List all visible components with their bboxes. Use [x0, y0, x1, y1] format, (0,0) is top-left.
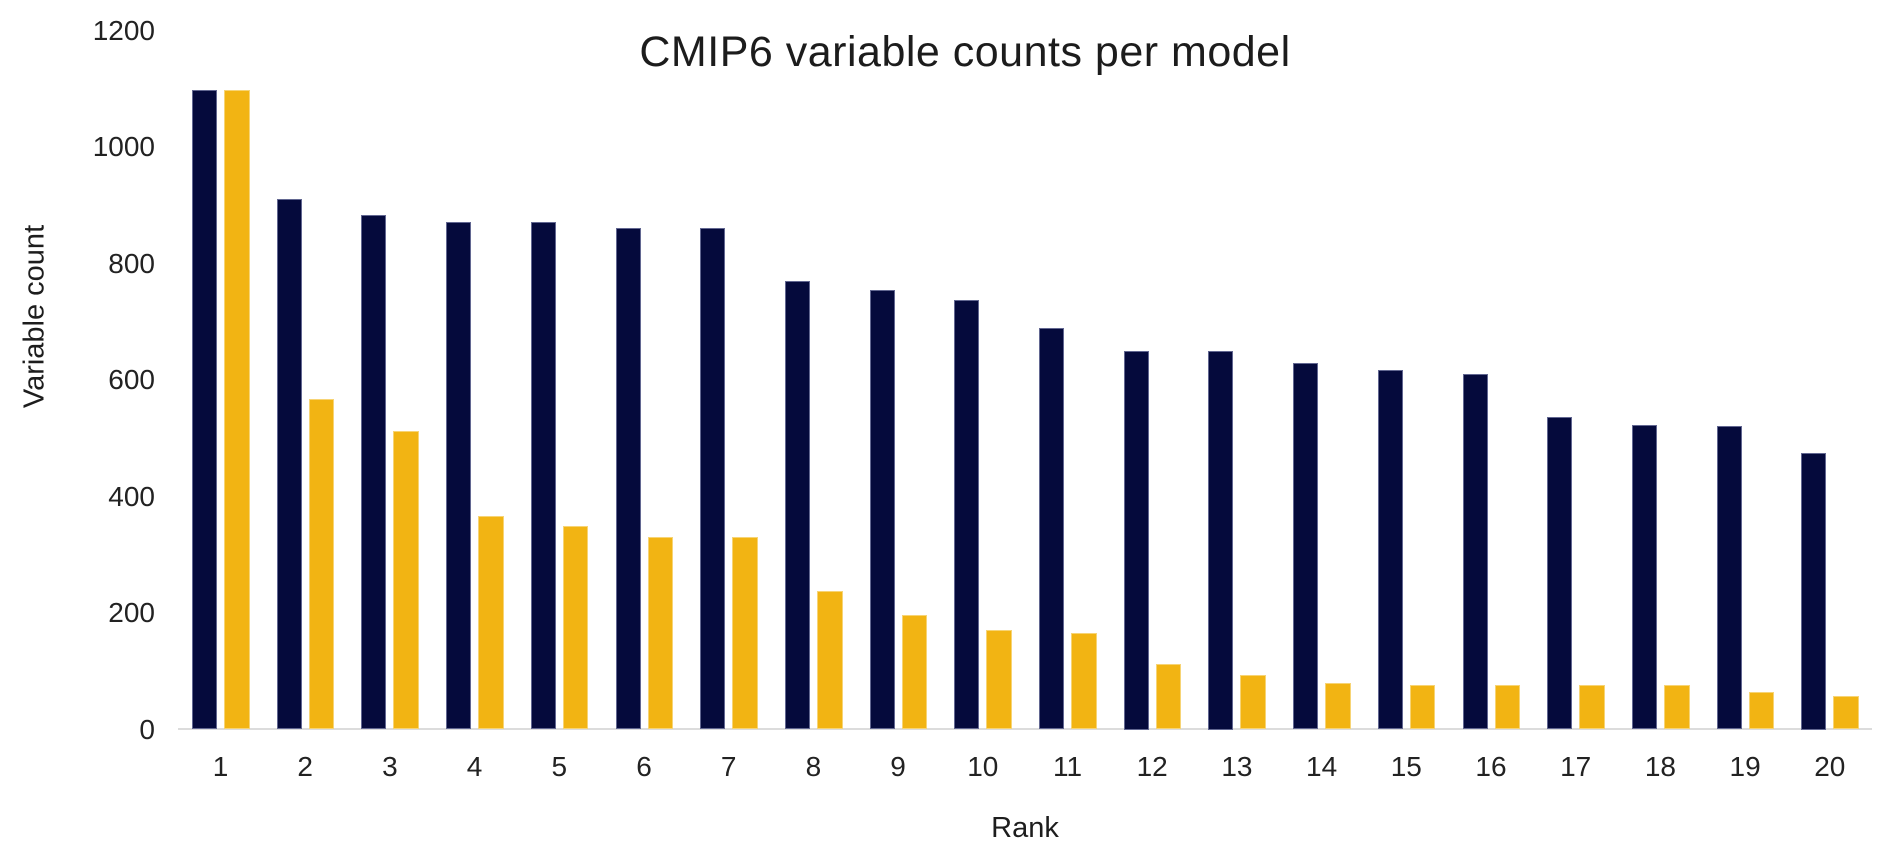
bar-gold-rank-1	[224, 89, 250, 730]
y-tick-label-800: 800	[108, 247, 155, 279]
bar-navy-rank-6	[615, 227, 641, 730]
bar-gold-rank-5	[562, 526, 589, 730]
bar-gold-rank-3	[393, 431, 420, 730]
bar-gold-rank-10	[986, 629, 1012, 730]
y-tick-label-200: 200	[108, 597, 155, 628]
bar-gold-rank-17	[1579, 685, 1605, 730]
bar-gold-rank-15	[1409, 684, 1436, 730]
x-tick-label-18: 18	[1644, 751, 1676, 782]
x-tick-label-10: 10	[967, 751, 999, 782]
x-tick-label-6: 6	[636, 751, 652, 782]
x-axis-line	[178, 728, 1872, 730]
bar-navy-rank-14	[1293, 363, 1319, 730]
bar-navy-rank-13	[1208, 350, 1234, 730]
bar-navy-rank-8	[784, 280, 810, 730]
chart-title: CMIP6 variable counts per model	[639, 28, 1291, 76]
bar-navy-rank-16	[1462, 373, 1488, 730]
bar-navy-rank-17	[1547, 417, 1573, 730]
bar-navy-rank-3	[361, 214, 387, 730]
x-tick-label-19: 19	[1729, 751, 1761, 782]
bar-gold-rank-2	[308, 399, 335, 730]
bar-gold-rank-6	[647, 536, 674, 730]
x-tick-label-12: 12	[1136, 751, 1168, 782]
x-tick-label-4: 4	[466, 751, 483, 782]
bar-navy-rank-20	[1801, 452, 1827, 730]
bar-gold-rank-13	[1240, 675, 1267, 730]
x-tick-label-5: 5	[551, 751, 568, 782]
bar-gold-rank-9	[901, 615, 928, 730]
bar-gold-rank-7	[732, 536, 758, 730]
bar-navy-rank-4	[446, 222, 472, 730]
x-tick-label-3: 3	[382, 751, 398, 782]
bar-gold-rank-18	[1663, 685, 1690, 730]
x-tick-label-16: 16	[1475, 751, 1507, 782]
x-tick-label-2: 2	[297, 751, 313, 782]
y-tick-label-0: 0	[139, 713, 155, 745]
x-tick-label-15: 15	[1390, 751, 1422, 782]
bar-gold-rank-16	[1494, 684, 1521, 730]
bar-navy-rank-19	[1716, 426, 1742, 730]
bar-navy-rank-15	[1377, 370, 1403, 730]
y-tick-label-600: 600	[108, 364, 155, 395]
bar-navy-rank-2	[276, 199, 302, 730]
bar-gold-rank-19	[1748, 692, 1775, 730]
x-tick-label-7: 7	[720, 751, 737, 782]
bar-gold-rank-4	[478, 516, 504, 730]
bar-navy-rank-10	[954, 300, 980, 730]
bar-navy-rank-11	[1039, 327, 1064, 730]
bar-navy-rank-9	[869, 290, 895, 730]
bar-gold-rank-8	[816, 591, 843, 730]
x-tick-label-13: 13	[1221, 751, 1253, 782]
x-tick-label-1: 1	[212, 751, 229, 782]
bar-navy-rank-7	[700, 227, 726, 730]
x-tick-label-11: 11	[1052, 751, 1083, 782]
x-tick-label-20: 20	[1814, 751, 1846, 782]
bar-gold-rank-11	[1071, 633, 1097, 730]
x-tick-label-14: 14	[1306, 751, 1338, 782]
bar-gold-rank-14	[1325, 682, 1351, 730]
y-tick-label-1000: 1000	[92, 131, 155, 162]
y-axis-title: Variable count	[18, 224, 51, 409]
y-tick-label-400: 400	[108, 480, 155, 512]
x-tick-label-17: 17	[1560, 751, 1592, 782]
bar-navy-rank-1	[192, 89, 217, 730]
x-tick-label-9: 9	[890, 751, 906, 782]
x-axis-title: Rank	[991, 812, 1059, 844]
bar-navy-rank-18	[1631, 424, 1657, 730]
bar-navy-rank-12	[1123, 350, 1149, 730]
bar-gold-rank-20	[1833, 696, 1859, 730]
y-tick-label-1200: 1200	[92, 14, 155, 46]
bar-navy-rank-5	[530, 222, 556, 730]
bar-gold-rank-12	[1155, 664, 1182, 730]
x-tick-label-8: 8	[805, 751, 822, 782]
